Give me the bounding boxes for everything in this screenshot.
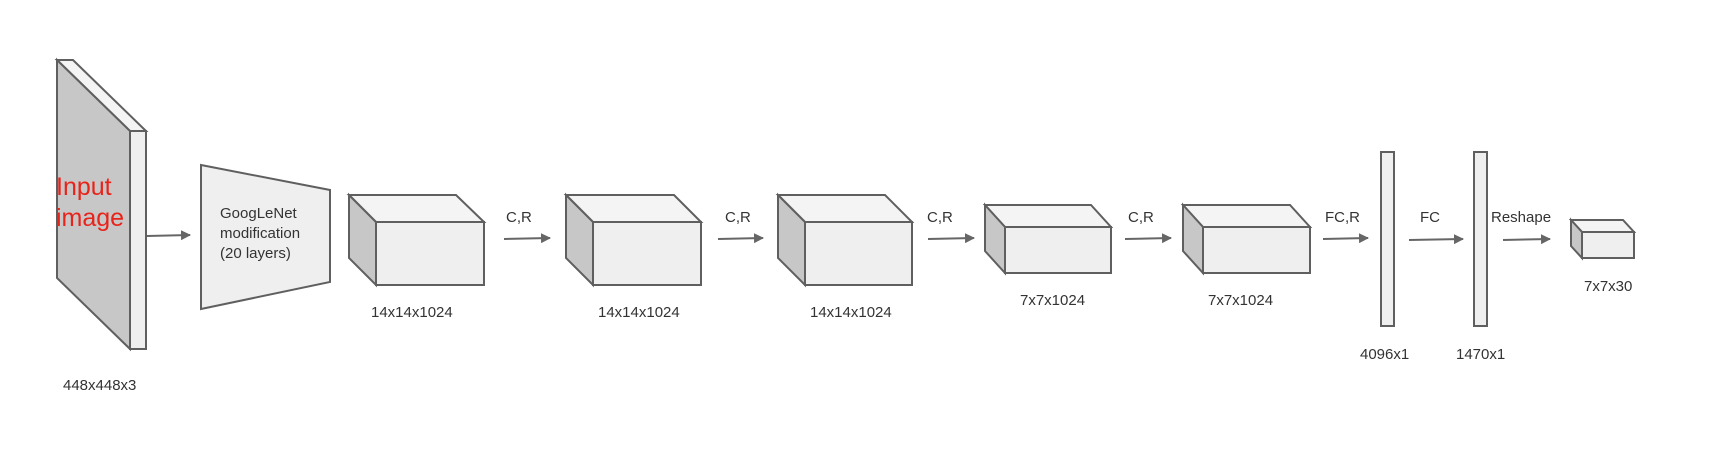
- op-label-3: C,R: [927, 209, 953, 226]
- op-label-5: FC,R: [1325, 209, 1360, 226]
- op-label-6: FC: [1420, 209, 1440, 226]
- feature-block-5: [1180, 202, 1313, 276]
- feature-block-5-dims: 7x7x1024: [1208, 292, 1273, 309]
- feature-block-3: [775, 192, 915, 288]
- input-image-label-line1: Input: [56, 173, 112, 201]
- arrow-4-to-5: [1124, 233, 1172, 244]
- arrow-5-to-fc1: [1322, 233, 1369, 244]
- feature-block-4: [982, 202, 1114, 276]
- feature-block-1-dims: 14x14x1024: [371, 304, 453, 321]
- feature-block-4-dims: 7x7x1024: [1020, 292, 1085, 309]
- googlenet-label-line1: GoogLeNet: [220, 205, 298, 222]
- arrow-fc1-to-fc2: [1408, 234, 1464, 245]
- feature-block-2: [563, 192, 704, 288]
- arrow-1-to-2: [503, 233, 551, 244]
- arrow-fc2-to-output: [1502, 234, 1551, 245]
- fc-layer-2: [1473, 151, 1488, 327]
- input-dims-label: 448x448x3: [63, 377, 136, 394]
- op-label-2: C,R: [725, 209, 751, 226]
- feature-block-1: [346, 192, 487, 288]
- output-block: [1568, 217, 1637, 261]
- googlenet-label-line3: (20 layers): [220, 245, 291, 262]
- fc-layer-2-dims: 1470x1: [1456, 346, 1505, 363]
- arrow-input-to-googlenet: [146, 230, 191, 241]
- googlenet-block: [200, 163, 331, 311]
- feature-block-3-dims: 14x14x1024: [810, 304, 892, 321]
- output-dims: 7x7x30: [1584, 278, 1632, 295]
- arrow-2-to-3: [717, 233, 764, 244]
- op-label-7: Reshape: [1491, 209, 1551, 226]
- input-image-label-line2: image: [56, 204, 124, 232]
- feature-block-2-dims: 14x14x1024: [598, 304, 680, 321]
- op-label-4: C,R: [1128, 209, 1154, 226]
- fc-layer-1: [1380, 151, 1395, 327]
- arrow-3-to-4: [927, 233, 975, 244]
- fc-layer-1-dims: 4096x1: [1360, 346, 1409, 363]
- googlenet-label-line2: modification: [220, 225, 300, 242]
- op-label-1: C,R: [506, 209, 532, 226]
- input-image-slab: [54, 57, 149, 352]
